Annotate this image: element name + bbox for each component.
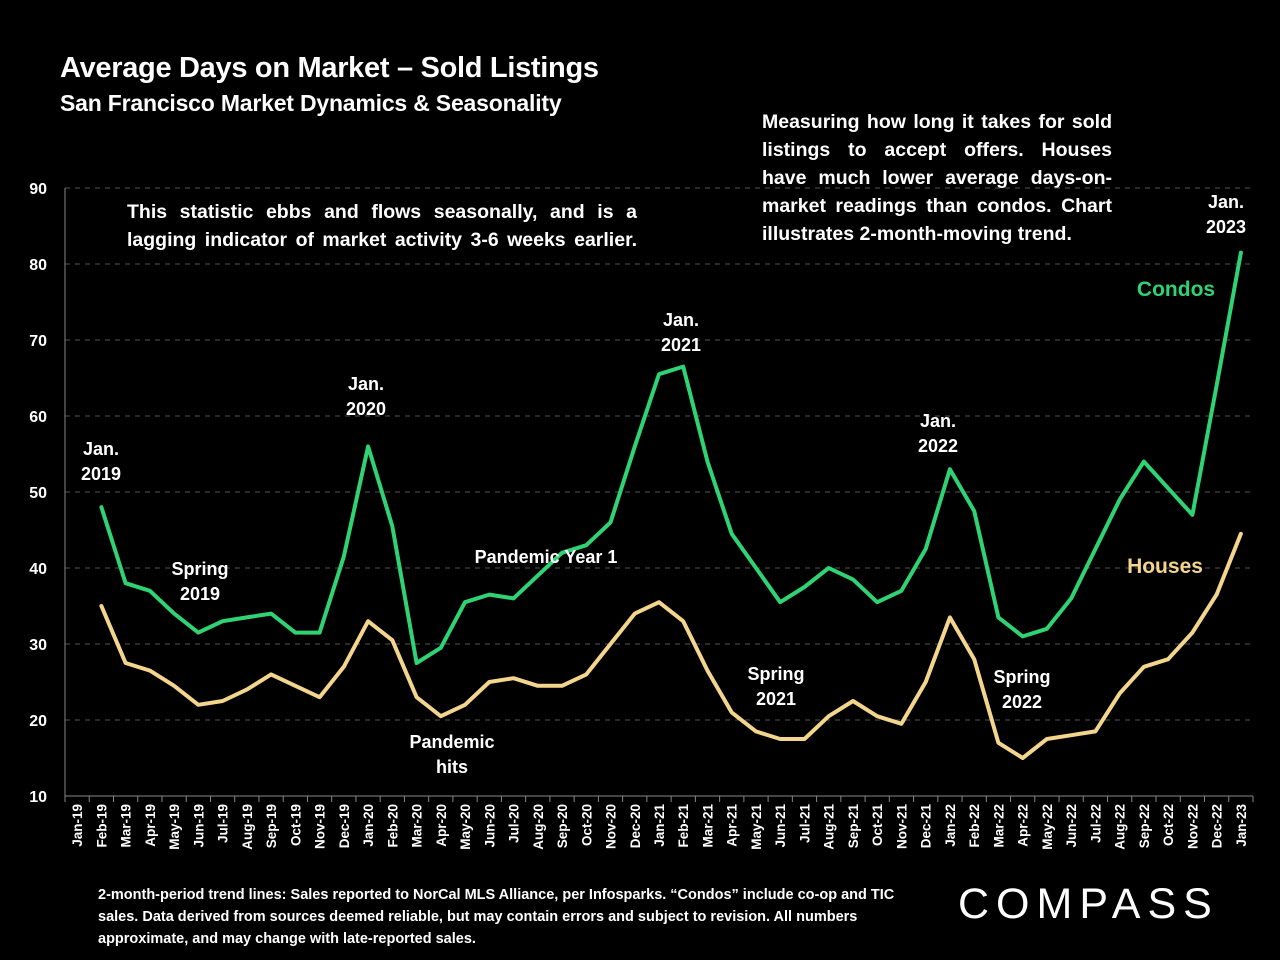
annotation-5: Jan. 2021 (661, 310, 701, 355)
y-tick-20: 20 (29, 713, 47, 730)
grid-lines (65, 187, 1253, 721)
x-tick-Apr-22: Apr-22 (1016, 804, 1031, 847)
x-tick-Mar-20: Mar-20 (410, 804, 425, 848)
x-tick-Dec-19: Dec-19 (337, 804, 352, 848)
axes (64, 188, 1254, 802)
x-tick-Oct-21: Oct-21 (870, 804, 885, 847)
annotation-9: Jan. 2023 (1206, 192, 1246, 237)
y-tick-60: 60 (29, 409, 47, 426)
annotation-7: Jan. 2022 (918, 411, 958, 456)
x-tick-Dec-21: Dec-21 (919, 804, 934, 849)
series-label-condos: Condos (1137, 278, 1215, 301)
x-tick-Jun-21: Jun-21 (773, 804, 788, 848)
x-tick-Nov-20: Nov-20 (604, 804, 619, 849)
x-tick-Jun-19: Jun-19 (191, 804, 206, 848)
footnote: 2-month-period trend lines: Sales report… (98, 887, 895, 947)
x-tick-Jun-20: Jun-20 (482, 804, 497, 848)
x-tick-Dec-20: Dec-20 (628, 804, 643, 848)
y-tick-labels: 10 20 30 40 50 60 70 80 90 (29, 181, 47, 806)
y-tick-90: 90 (29, 181, 47, 198)
x-tick-Mar-21: Mar-21 (700, 804, 715, 848)
series-label-houses: Houses (1127, 555, 1203, 578)
x-tick-Oct-22: Oct-22 (1161, 804, 1176, 846)
x-tick-Jul-20: Jul-20 (507, 804, 522, 843)
annotation-1: Spring 2019 (172, 559, 229, 604)
x-tick-Aug-22: Aug-22 (1113, 804, 1128, 850)
annotation-2: Jan. 2020 (346, 374, 386, 419)
x-tick-Sep-21: Sep-21 (846, 804, 861, 849)
x-tick-Mar-22: Mar-22 (991, 804, 1006, 848)
annotation-4: Pandemic Year 1 (475, 547, 618, 567)
x-tick-Nov-19: Nov-19 (313, 804, 328, 849)
compass-logo: COMPASS (958, 880, 1219, 928)
x-tick-May-20: May-20 (458, 804, 473, 850)
x-tick-Aug-20: Aug-20 (531, 804, 546, 850)
series-line-condos (99, 250, 1243, 665)
y-tick-70: 70 (29, 333, 47, 350)
x-tick-Jul-19: Jul-19 (216, 804, 231, 843)
series-line-houses (99, 531, 1243, 760)
x-tick-Jan-23: Jan-23 (1234, 804, 1249, 847)
x-tick-Nov-21: Nov-21 (894, 804, 909, 850)
x-tick-Feb-20: Feb-20 (385, 804, 400, 848)
x-tick-Jan-19: Jan-19 (70, 804, 85, 847)
x-tick-Sep-20: Sep-20 (555, 804, 570, 848)
x-tick-Sep-19: Sep-19 (264, 804, 279, 848)
x-tick-Apr-19: Apr-19 (143, 804, 158, 847)
x-tick-Nov-22: Nov-22 (1185, 804, 1200, 849)
chart-subtitle: San Francisco Market Dynamics & Seasonal… (60, 90, 562, 116)
y-tick-50: 50 (29, 485, 47, 502)
x-tick-Jan-22: Jan-22 (943, 804, 958, 847)
y-tick-80: 80 (29, 257, 47, 274)
series-lines (99, 250, 1243, 760)
annotations: Jan. 2019 Spring 2019 Jan. 2020 Pandemic hits Pa… (81, 192, 1246, 777)
x-tick-May-19: May-19 (167, 804, 182, 850)
annotation-0: Jan. 2019 (81, 439, 121, 484)
note-left: This statistic ebbs and flows seasonally… (127, 201, 637, 251)
x-tick-labels: Jan-19 Feb-19 Mar-19 Apr-19 May-19 Jun-19 Jul-… (70, 804, 1249, 850)
x-tick-Oct-19: Oct-19 (288, 804, 303, 846)
x-tick-Mar-19: Mar-19 (119, 804, 134, 848)
x-tick-Jun-22: Jun-22 (1064, 804, 1079, 848)
x-tick-Jan-20: Jan-20 (361, 804, 376, 847)
series-labels: Condos Houses (1127, 278, 1215, 578)
x-tick-Aug-21: Aug-21 (822, 804, 837, 850)
x-tick-Apr-21: Apr-21 (725, 804, 740, 847)
x-tick-Dec-22: Dec-22 (1210, 804, 1225, 848)
x-tick-Sep-22: Sep-22 (1137, 804, 1152, 848)
x-tick-Feb-21: Feb-21 (676, 804, 691, 848)
x-tick-Feb-22: Feb-22 (967, 804, 982, 848)
x-tick-May-21: May-21 (749, 804, 764, 850)
x-tick-Jan-21: Jan-21 (652, 804, 667, 847)
y-tick-10: 10 (29, 789, 47, 806)
note-right: Measuring how long it takes for sold lis… (762, 111, 1112, 245)
x-tick-Jul-22: Jul-22 (1088, 804, 1103, 843)
y-tick-30: 30 (29, 637, 47, 654)
x-tick-Apr-20: Apr-20 (434, 804, 449, 847)
chart-title: Average Days on Market – Sold Listings (60, 52, 599, 84)
annotation-3: Pandemic hits (409, 732, 494, 777)
y-tick-40: 40 (29, 561, 47, 578)
x-tick-Aug-19: Aug-19 (240, 804, 255, 850)
x-tick-Jul-21: Jul-21 (797, 804, 812, 844)
x-tick-Feb-19: Feb-19 (94, 804, 109, 848)
annotation-6: Spring 2021 (748, 664, 805, 709)
x-tick-Oct-20: Oct-20 (579, 804, 594, 846)
annotation-8: Spring 2022 (994, 667, 1051, 712)
x-tick-May-22: May-22 (1040, 804, 1055, 850)
